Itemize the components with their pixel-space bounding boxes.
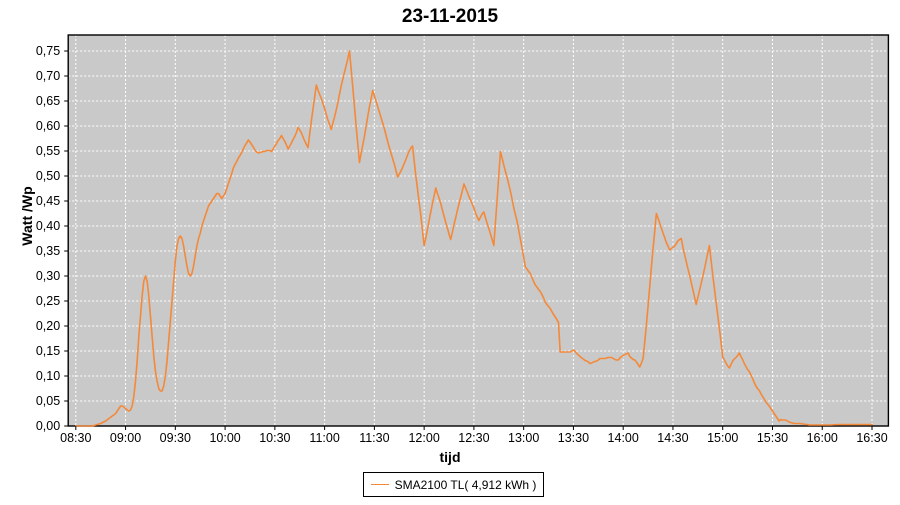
svg-text:11:30: 11:30	[359, 431, 389, 445]
svg-text:11:00: 11:00	[309, 431, 339, 445]
svg-text:0,00: 0,00	[36, 419, 60, 433]
svg-text:0,25: 0,25	[36, 294, 60, 308]
svg-text:10:00: 10:00	[209, 431, 240, 445]
svg-text:13:30: 13:30	[558, 431, 589, 445]
svg-text:0,50: 0,50	[36, 169, 60, 183]
svg-text:0,75: 0,75	[36, 44, 60, 58]
svg-text:0,40: 0,40	[36, 219, 60, 233]
svg-text:12:30: 12:30	[458, 431, 489, 445]
svg-text:15:30: 15:30	[757, 431, 788, 445]
svg-text:14:30: 14:30	[657, 431, 688, 445]
svg-text:0,30: 0,30	[36, 269, 60, 283]
svg-text:0,35: 0,35	[36, 244, 60, 258]
svg-text:0,60: 0,60	[36, 119, 60, 133]
svg-text:16:00: 16:00	[807, 431, 838, 445]
svg-text:09:00: 09:00	[110, 431, 141, 445]
svg-text:0,15: 0,15	[36, 344, 60, 358]
svg-text:13:00: 13:00	[508, 431, 539, 445]
svg-text:09:30: 09:30	[160, 431, 191, 445]
svg-text:08:30: 08:30	[60, 431, 91, 445]
svg-text:0,20: 0,20	[36, 319, 60, 333]
svg-text:0,45: 0,45	[36, 194, 60, 208]
svg-text:0,05: 0,05	[36, 394, 60, 408]
svg-text:0,55: 0,55	[36, 144, 60, 158]
svg-text:12:00: 12:00	[408, 431, 439, 445]
svg-text:16:30: 16:30	[856, 431, 887, 445]
svg-text:15:00: 15:00	[707, 431, 738, 445]
svg-text:0,65: 0,65	[36, 94, 60, 108]
svg-text:10:30: 10:30	[259, 431, 290, 445]
svg-text:0,10: 0,10	[36, 369, 60, 383]
svg-text:0,70: 0,70	[36, 69, 60, 83]
svg-text:14:00: 14:00	[608, 431, 639, 445]
